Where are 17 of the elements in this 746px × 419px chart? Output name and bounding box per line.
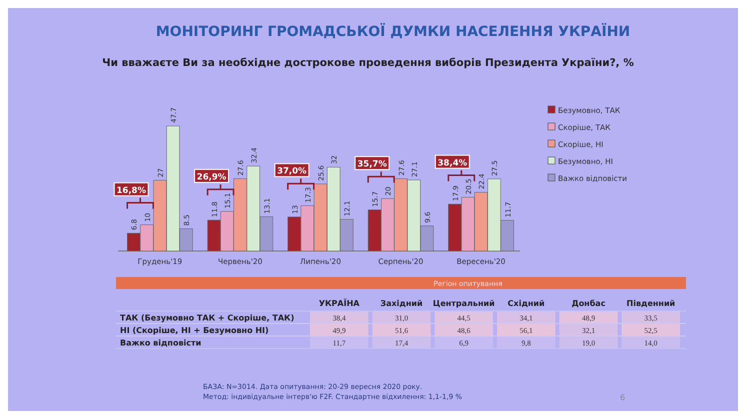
chart-subtitle: Чи вважаєте Ви за необхідне дострокове проведення виборів Президента України?, % xyxy=(102,57,634,69)
annotation: 26,9% xyxy=(196,172,227,182)
x-tick-label: Донбас xyxy=(572,299,606,308)
annotation: 38,4% xyxy=(438,158,468,168)
x-tick-label: Центральний xyxy=(432,299,495,308)
y-tick-label: НІ (Скоріше, НІ + Безумовно НІ) xyxy=(120,326,269,335)
annotation: 16,8% xyxy=(116,186,146,196)
chart-title: МОНІТОРИНГ ГРОМАДСЬКОЇ ДУМКИ НАСЕЛЕННЯ УКРАЇНИ xyxy=(156,23,630,40)
x-tick-label: Західний xyxy=(380,299,423,308)
y-tick-label: ТАК (Безумовно ТАК + Скоріше, ТАК) xyxy=(120,314,294,322)
x-tick-label: Південний xyxy=(626,299,676,308)
x-tick-label: УКРАЇНА xyxy=(318,298,360,308)
annotation: 37,0% xyxy=(277,166,308,177)
annotation: 35,7% xyxy=(357,160,388,170)
y-tick-label: Важко відповісти xyxy=(120,338,202,348)
x-tick-label: Східний xyxy=(508,299,545,308)
text: 6 xyxy=(620,393,626,402)
